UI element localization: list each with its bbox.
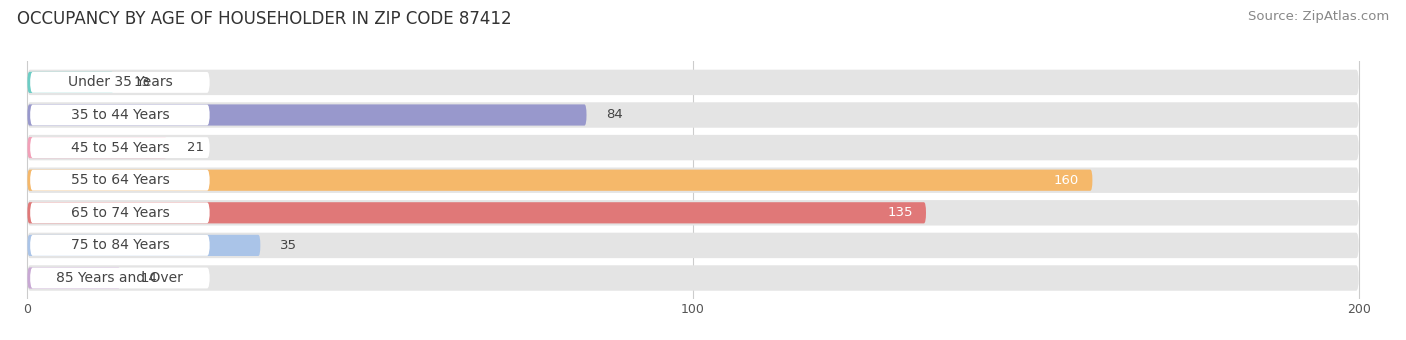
FancyBboxPatch shape [30, 137, 209, 158]
FancyBboxPatch shape [27, 70, 1358, 95]
Text: 14: 14 [141, 272, 157, 285]
Text: 45 to 54 Years: 45 to 54 Years [70, 141, 169, 155]
FancyBboxPatch shape [30, 268, 209, 288]
FancyBboxPatch shape [27, 137, 167, 158]
FancyBboxPatch shape [30, 202, 209, 223]
Text: 21: 21 [187, 141, 204, 154]
Text: 85 Years and Over: 85 Years and Over [56, 271, 183, 285]
FancyBboxPatch shape [27, 168, 1358, 193]
FancyBboxPatch shape [27, 170, 1092, 191]
Text: 13: 13 [134, 76, 150, 89]
FancyBboxPatch shape [27, 102, 1358, 128]
FancyBboxPatch shape [27, 202, 927, 223]
Text: OCCUPANCY BY AGE OF HOUSEHOLDER IN ZIP CODE 87412: OCCUPANCY BY AGE OF HOUSEHOLDER IN ZIP C… [17, 10, 512, 28]
Text: 55 to 64 Years: 55 to 64 Years [70, 173, 169, 187]
Text: 65 to 74 Years: 65 to 74 Years [70, 206, 169, 220]
FancyBboxPatch shape [27, 104, 586, 125]
FancyBboxPatch shape [27, 72, 114, 93]
Text: 84: 84 [606, 108, 623, 121]
Text: 135: 135 [887, 206, 912, 219]
FancyBboxPatch shape [27, 268, 121, 289]
FancyBboxPatch shape [30, 235, 209, 256]
Text: 75 to 84 Years: 75 to 84 Years [70, 238, 169, 252]
Text: Under 35 Years: Under 35 Years [67, 75, 173, 89]
FancyBboxPatch shape [27, 233, 1358, 258]
FancyBboxPatch shape [30, 170, 209, 191]
Text: 35: 35 [280, 239, 297, 252]
FancyBboxPatch shape [27, 235, 260, 256]
FancyBboxPatch shape [27, 265, 1358, 291]
FancyBboxPatch shape [30, 105, 209, 125]
Text: Source: ZipAtlas.com: Source: ZipAtlas.com [1249, 10, 1389, 23]
Text: 160: 160 [1054, 174, 1078, 187]
Text: 35 to 44 Years: 35 to 44 Years [70, 108, 169, 122]
FancyBboxPatch shape [30, 72, 209, 93]
FancyBboxPatch shape [27, 200, 1358, 225]
FancyBboxPatch shape [27, 135, 1358, 160]
